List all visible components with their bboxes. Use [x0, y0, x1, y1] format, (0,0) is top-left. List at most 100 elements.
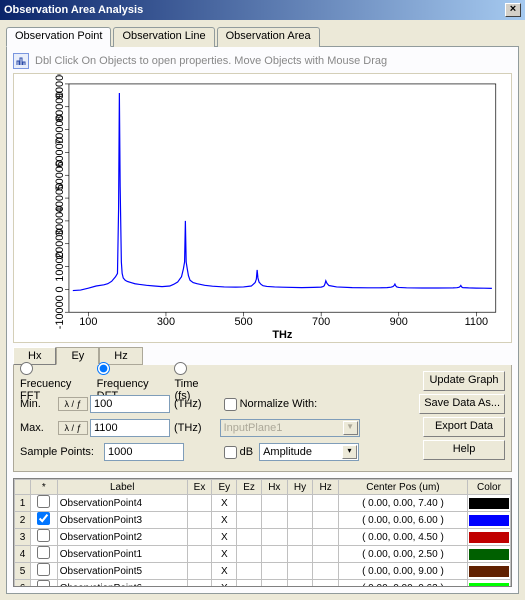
min-input[interactable]: [90, 395, 170, 413]
freq-radio-0[interactable]: Frecuency FFT: [20, 362, 77, 402]
table-row[interactable]: 6 ObservationPoint6 X ( 0.00, 0.00, 0.63…: [15, 580, 511, 588]
update-graph-button[interactable]: Update Graph: [423, 371, 505, 391]
cell-hx: [262, 546, 288, 563]
cell-ey: X: [212, 529, 237, 546]
row-check[interactable]: [31, 580, 58, 588]
cell-ex: [187, 529, 212, 546]
col-header[interactable]: Label: [57, 480, 187, 495]
svg-text:0: 0: [54, 286, 66, 292]
chart-area[interactable]: 1003005007009001100-10000010000200003000…: [13, 73, 512, 343]
tab-observation-point[interactable]: Observation Point: [6, 27, 111, 47]
col-header[interactable]: Ex: [187, 480, 212, 495]
cell-ez: [237, 546, 262, 563]
row-check[interactable]: [31, 512, 58, 529]
svg-text:700: 700: [312, 316, 330, 328]
table-row[interactable]: 1 ObservationPoint4 X ( 0.00, 0.00, 7.40…: [15, 495, 511, 512]
cell-hy: [287, 529, 313, 546]
col-header[interactable]: Hx: [262, 480, 288, 495]
col-header[interactable]: Ey: [212, 480, 237, 495]
max-unit-toggle[interactable]: λ / ƒ: [58, 421, 88, 435]
row-check[interactable]: [31, 563, 58, 580]
svg-text:1100: 1100: [465, 316, 488, 328]
spectrum-chart: 1003005007009001100-10000010000200003000…: [14, 74, 511, 342]
cell-hx: [262, 529, 288, 546]
cell-ex: [187, 546, 212, 563]
min-unit-toggle[interactable]: λ / ƒ: [58, 397, 88, 411]
axis-tab-ey[interactable]: Ey: [56, 347, 99, 365]
max-input[interactable]: [90, 419, 170, 437]
freq-radio-2[interactable]: Time (fs): [174, 362, 211, 402]
table-row[interactable]: 5 ObservationPoint5 X ( 0.00, 0.00, 9.00…: [15, 563, 511, 580]
chevron-down-icon[interactable]: ▾: [342, 445, 357, 459]
cell-hz: [313, 563, 339, 580]
hint-row: Dbl Click On Objects to open properties.…: [13, 53, 512, 69]
row-check[interactable]: [31, 495, 58, 512]
help-button[interactable]: Help: [423, 440, 505, 460]
chart-icon[interactable]: [13, 53, 29, 69]
db-row: dB Amplitude ▾: [220, 441, 412, 463]
table-row[interactable]: 2 ObservationPoint3 X ( 0.00, 0.00, 6.00…: [15, 512, 511, 529]
sample-label: Sample Points:: [20, 446, 96, 458]
cell-pos: ( 0.00, 0.00, 4.50 ): [338, 529, 467, 546]
col-header[interactable]: [15, 480, 31, 495]
svg-text:100: 100: [79, 316, 97, 328]
cell-pos: ( 0.00, 0.00, 2.50 ): [338, 546, 467, 563]
col-header[interactable]: Ez: [237, 480, 262, 495]
cell-color[interactable]: [467, 546, 510, 563]
sample-row: Sample Points:: [20, 441, 212, 463]
cell-color[interactable]: [467, 512, 510, 529]
row-num: 6: [15, 580, 31, 588]
col-header[interactable]: Color: [467, 480, 510, 495]
cell-hx: [262, 495, 288, 512]
tab-panel: Dbl Click On Objects to open properties.…: [6, 46, 519, 594]
table-row[interactable]: 3 ObservationPoint2 X ( 0.00, 0.00, 4.50…: [15, 529, 511, 546]
table-row[interactable]: 4 ObservationPoint1 X ( 0.00, 0.00, 2.50…: [15, 546, 511, 563]
cell-pos: ( 0.00, 0.00, 6.00 ): [338, 512, 467, 529]
cell-ez: [237, 563, 262, 580]
db-checkbox[interactable]: [224, 446, 237, 459]
export-data-button[interactable]: Export Data: [423, 417, 505, 437]
amplitude-select[interactable]: Amplitude ▾: [259, 443, 359, 461]
svg-text:90000: 90000: [54, 74, 66, 99]
save-data-button[interactable]: Save Data As...: [419, 394, 505, 414]
min-unit: (THz): [174, 398, 202, 410]
cell-ey: X: [212, 495, 237, 512]
sample-input[interactable]: [104, 443, 184, 461]
col-header[interactable]: Center Pos (um): [338, 480, 467, 495]
chevron-down-icon: ▼: [343, 421, 358, 435]
max-label: Max.: [20, 422, 50, 434]
cell-color[interactable]: [467, 580, 510, 588]
cell-hz: [313, 580, 339, 588]
row-num: 2: [15, 512, 31, 529]
cell-color[interactable]: [467, 529, 510, 546]
row-num: 3: [15, 529, 31, 546]
row-check[interactable]: [31, 529, 58, 546]
db-label: dB: [240, 446, 253, 458]
tab-observation-line[interactable]: Observation Line: [113, 27, 214, 47]
row-label: ObservationPoint2: [57, 529, 187, 546]
frequency-mode-row: Frecuency FFTFrequency DFTTime (fs): [20, 371, 212, 393]
row-check[interactable]: [31, 546, 58, 563]
row-num: 4: [15, 546, 31, 563]
row-num: 5: [15, 563, 31, 580]
cell-hy: [287, 580, 313, 588]
col-header[interactable]: *: [31, 480, 58, 495]
col-header[interactable]: Hy: [287, 480, 313, 495]
cell-hz: [313, 512, 339, 529]
cell-ex: [187, 495, 212, 512]
cell-color[interactable]: [467, 563, 510, 580]
cell-hx: [262, 563, 288, 580]
row-label: ObservationPoint3: [57, 512, 187, 529]
cell-color[interactable]: [467, 495, 510, 512]
normalize-checkbox[interactable]: [224, 398, 237, 411]
tab-strip: Observation PointObservation LineObserva…: [6, 26, 519, 46]
cell-hy: [287, 495, 313, 512]
close-icon[interactable]: ×: [505, 3, 521, 17]
col-header[interactable]: Hz: [313, 480, 339, 495]
tab-observation-area[interactable]: Observation Area: [217, 27, 320, 47]
hint-text: Dbl Click On Objects to open properties.…: [35, 55, 387, 67]
points-table: *LabelExEyEzHxHyHzCenter Pos (um)Color 1…: [14, 479, 511, 587]
cell-hy: [287, 546, 313, 563]
min-label: Min.: [20, 398, 50, 410]
cell-pos: ( 0.00, 0.00, 9.00 ): [338, 563, 467, 580]
